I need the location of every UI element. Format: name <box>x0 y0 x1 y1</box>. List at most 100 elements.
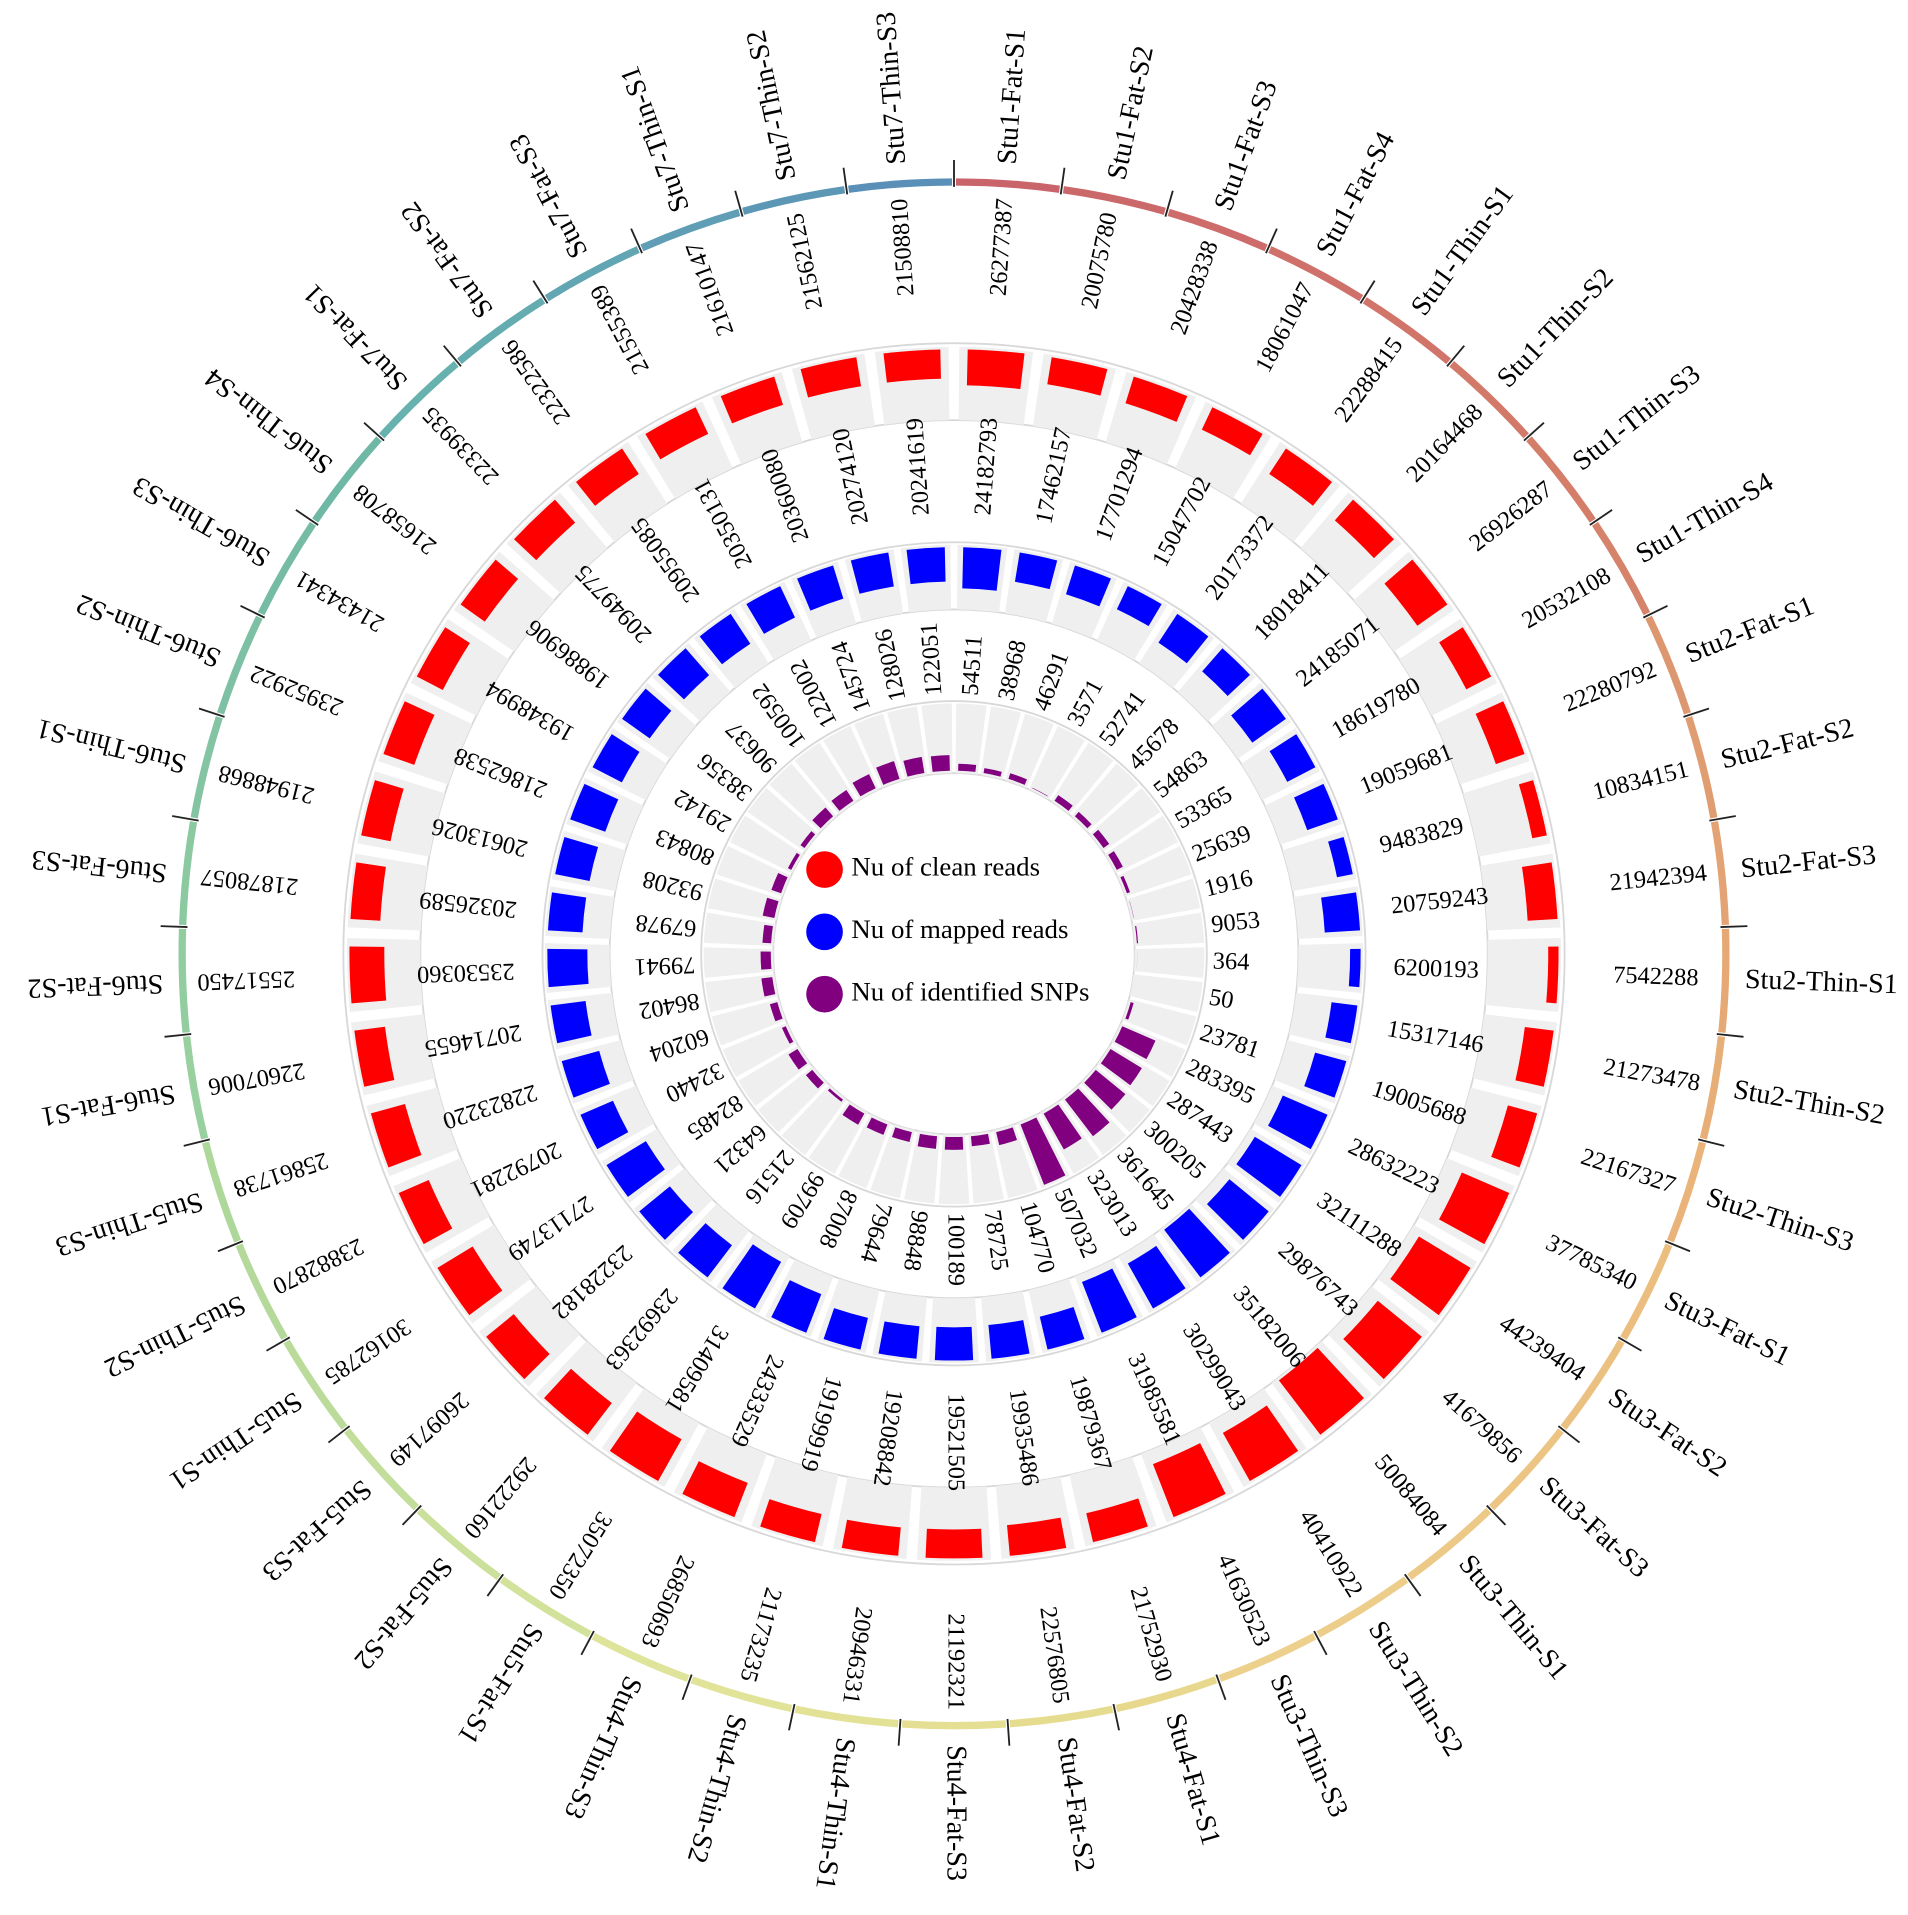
bar <box>720 376 783 424</box>
band-cell <box>781 1084 847 1156</box>
bar <box>762 897 779 918</box>
value-label: 18061047 <box>1250 278 1320 377</box>
value-label: 17701294 <box>1090 444 1149 545</box>
value-label: 20946331 <box>837 1605 877 1705</box>
sector-tick <box>1215 1674 1227 1701</box>
value-label: 35182006 <box>1228 1281 1311 1373</box>
value-label: 23692363 <box>600 1283 683 1375</box>
legend-swatch <box>806 913 843 951</box>
bar <box>746 586 795 634</box>
sector-tick <box>681 1674 693 1701</box>
band-cell <box>747 787 819 852</box>
bar <box>699 613 751 665</box>
value-label: 29222160 <box>458 1452 541 1544</box>
guide-circle <box>772 772 1136 1136</box>
band-cell <box>1104 815 1179 874</box>
sector-tick <box>1716 1033 1744 1038</box>
value-label: 19879367 <box>1064 1372 1117 1473</box>
band-cell <box>453 551 555 652</box>
bar <box>1054 795 1073 811</box>
value-label: 31409581 <box>659 1321 734 1418</box>
value-label: 20164468 <box>1401 399 1488 488</box>
sample-arc <box>1489 1428 1564 1511</box>
sector-tick <box>1404 1573 1422 1597</box>
sample-arc <box>379 361 459 439</box>
sample-label: Stu2-Fat-S1 <box>1681 590 1818 670</box>
bar <box>1202 648 1250 696</box>
bar <box>1065 1088 1110 1137</box>
value-label: 10834151 <box>1590 756 1691 806</box>
bar <box>966 349 1025 390</box>
value-label: 6200193 <box>1393 954 1479 984</box>
value-label: 20350131 <box>688 474 758 573</box>
sector-tick <box>734 190 744 217</box>
value-label: 22823220 <box>439 1079 540 1135</box>
sector-tick <box>401 1504 422 1526</box>
sample-arc <box>1062 186 1166 215</box>
sector-tick <box>788 1703 796 1731</box>
sector-tick <box>842 167 849 195</box>
band-cell <box>1117 846 1192 897</box>
bar <box>827 1088 843 1102</box>
bar <box>1047 357 1108 396</box>
sector-tick <box>1664 1240 1691 1253</box>
sample-arc <box>1526 436 1596 523</box>
bar <box>1439 1172 1510 1245</box>
value-label: 21173235 <box>734 1585 787 1685</box>
bar <box>622 688 672 739</box>
band-cell <box>1300 492 1402 594</box>
sample-arc <box>1268 246 1364 302</box>
bar <box>1328 836 1353 878</box>
bar <box>958 763 977 772</box>
bar <box>678 1223 732 1278</box>
legend-label: Nu of identified SNPs <box>851 976 1089 1006</box>
bar <box>354 1026 395 1087</box>
sample-arc <box>1645 615 1691 715</box>
band-cell <box>711 999 786 1046</box>
value-label: 20955085 <box>626 512 705 607</box>
value-label: 22607006 <box>206 1057 307 1101</box>
sector-tick <box>1006 1718 1011 1746</box>
sample-label: Stu1-Fat-S1 <box>992 28 1032 166</box>
sample-label: Stu4-Thin-S3 <box>558 1671 649 1823</box>
band-cell <box>955 703 987 775</box>
value-label: 20173372 <box>1200 510 1279 605</box>
bar <box>606 1141 665 1197</box>
value-label: 44239404 <box>1494 1310 1590 1387</box>
sample-arc <box>499 1576 592 1638</box>
value-label: 22280792 <box>1560 656 1661 718</box>
value-label: 17462157 <box>1030 425 1077 526</box>
bar <box>878 1321 920 1359</box>
band-cell <box>1071 763 1139 832</box>
guide-circle <box>342 342 1566 1566</box>
sector-tick <box>897 1718 902 1746</box>
bar <box>350 862 386 921</box>
bar <box>1039 1307 1085 1350</box>
bar <box>349 946 387 1004</box>
sample-label: Stu3-Thin-S2 <box>1362 1616 1469 1762</box>
value-label: 28632223 <box>1344 1133 1444 1200</box>
bar <box>934 1326 974 1361</box>
bar <box>1152 1443 1226 1518</box>
sample-arc <box>235 1243 288 1340</box>
sample-label: Stu3-Thin-S1 <box>1452 1549 1574 1686</box>
bar <box>787 852 800 870</box>
bar <box>1384 559 1448 626</box>
bar <box>866 1117 888 1135</box>
bar <box>1439 627 1492 690</box>
bar <box>1008 773 1027 785</box>
guide-circle <box>541 541 1367 1367</box>
sample-arc <box>640 208 741 252</box>
sector-tick <box>172 815 199 822</box>
band-cell <box>729 815 804 874</box>
sample-label: Stu6-Fat-S1 <box>39 1078 178 1132</box>
sector-tick <box>240 605 266 619</box>
bar <box>906 547 946 585</box>
sample-label: Stu6-Thin-S1 <box>34 712 190 779</box>
bar <box>576 448 639 506</box>
sample-arc <box>312 436 382 523</box>
sample-label: Stu4-Fat-S1 <box>1159 1710 1226 1849</box>
bar <box>805 1069 824 1089</box>
sample-arc <box>217 615 263 715</box>
